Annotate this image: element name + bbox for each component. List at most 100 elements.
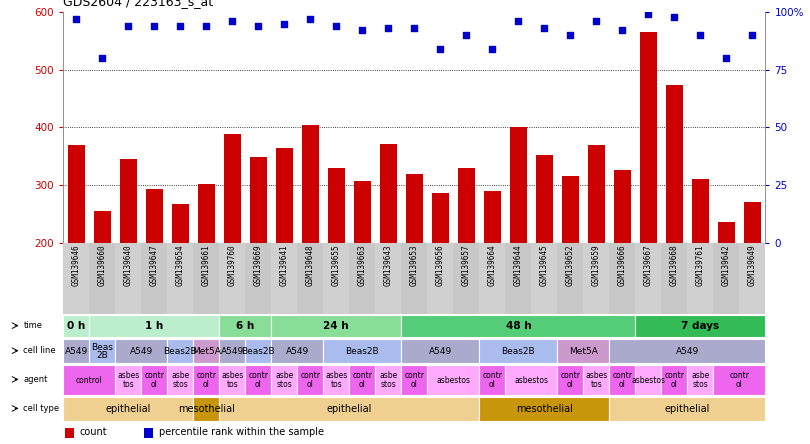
Text: GSM139653: GSM139653 <box>410 244 419 286</box>
Text: contr
ol: contr ol <box>352 372 373 388</box>
Text: GSM139667: GSM139667 <box>644 244 653 286</box>
Bar <box>63 365 115 395</box>
Bar <box>354 181 371 358</box>
Point <box>252 22 265 29</box>
Text: asbes
tos: asbes tos <box>117 372 139 388</box>
Bar <box>68 145 84 358</box>
Text: 48 h: 48 h <box>505 321 531 331</box>
Text: GSM139642: GSM139642 <box>722 244 731 286</box>
Text: control: control <box>76 376 103 385</box>
Text: Beas2B: Beas2B <box>241 347 275 356</box>
Text: GSM139664: GSM139664 <box>488 244 497 286</box>
Bar <box>635 243 662 314</box>
Bar <box>583 365 609 395</box>
Bar <box>194 339 220 363</box>
Text: contr
ol: contr ol <box>730 372 749 388</box>
Text: A549: A549 <box>286 347 309 356</box>
Bar <box>323 243 349 314</box>
Text: GSM139660: GSM139660 <box>98 244 107 286</box>
Bar <box>480 397 609 421</box>
Bar <box>688 243 714 314</box>
Bar <box>220 243 245 314</box>
Bar <box>167 339 194 363</box>
Bar <box>144 428 153 438</box>
Bar <box>692 179 709 358</box>
Bar <box>89 315 220 337</box>
Bar <box>740 243 765 314</box>
Bar <box>271 365 297 395</box>
Bar <box>63 315 89 337</box>
Bar <box>583 243 609 314</box>
Text: asbes
tos: asbes tos <box>586 372 608 388</box>
Bar <box>744 202 761 358</box>
Bar <box>65 428 74 438</box>
Bar <box>63 339 89 363</box>
Text: Met5A: Met5A <box>192 347 220 356</box>
Bar <box>375 365 401 395</box>
Text: GSM139666: GSM139666 <box>618 244 627 286</box>
Bar <box>635 315 765 337</box>
Bar <box>432 193 449 358</box>
Text: contr
ol: contr ol <box>612 372 633 388</box>
Bar <box>194 365 220 395</box>
Bar <box>194 397 220 421</box>
Bar <box>688 365 714 395</box>
Text: asbestos: asbestos <box>514 376 548 385</box>
Text: contr
ol: contr ol <box>561 372 581 388</box>
Text: Beas
2B: Beas 2B <box>92 343 113 360</box>
Point <box>460 32 473 39</box>
Bar <box>141 243 167 314</box>
Bar <box>609 243 635 314</box>
Text: A549: A549 <box>220 347 244 356</box>
Text: 1 h: 1 h <box>145 321 164 331</box>
Text: Beas2B: Beas2B <box>164 347 197 356</box>
Bar <box>609 365 635 395</box>
Bar <box>609 397 765 421</box>
Bar <box>510 127 526 358</box>
Bar <box>94 211 111 358</box>
Bar <box>167 243 194 314</box>
Bar <box>557 365 583 395</box>
Text: asbe
stos: asbe stos <box>171 372 190 388</box>
Bar <box>536 155 552 358</box>
Point <box>356 27 369 34</box>
Point <box>304 16 317 23</box>
Bar <box>480 339 557 363</box>
Text: GSM139652: GSM139652 <box>566 244 575 286</box>
Bar <box>640 32 657 358</box>
Bar <box>120 159 137 358</box>
Text: 24 h: 24 h <box>323 321 349 331</box>
Bar <box>323 339 401 363</box>
Text: asbes
tos: asbes tos <box>221 372 243 388</box>
Text: A549: A549 <box>130 347 153 356</box>
Bar <box>662 243 688 314</box>
Bar <box>271 339 323 363</box>
Bar <box>115 365 141 395</box>
Point <box>668 13 681 20</box>
Text: GSM139661: GSM139661 <box>202 244 211 286</box>
Bar <box>505 243 531 314</box>
Bar <box>375 243 401 314</box>
Bar <box>662 365 688 395</box>
Text: asbestos: asbestos <box>632 376 665 385</box>
Bar <box>220 315 271 337</box>
Bar <box>349 365 375 395</box>
Point <box>512 18 525 25</box>
Text: A549: A549 <box>676 347 699 356</box>
Point <box>382 24 394 32</box>
Bar <box>323 365 349 395</box>
Bar <box>115 243 141 314</box>
Text: 7 days: 7 days <box>681 321 719 331</box>
Text: GSM139644: GSM139644 <box>514 244 523 286</box>
Bar <box>245 243 271 314</box>
Text: GSM139649: GSM139649 <box>748 244 757 286</box>
Point <box>694 32 707 39</box>
Point <box>407 24 421 32</box>
Text: A549: A549 <box>65 347 87 356</box>
Bar <box>484 191 501 358</box>
Bar <box>245 365 271 395</box>
Text: Beas2B: Beas2B <box>346 347 379 356</box>
Bar <box>271 315 401 337</box>
Bar <box>220 365 245 395</box>
Text: GSM139641: GSM139641 <box>279 244 288 286</box>
